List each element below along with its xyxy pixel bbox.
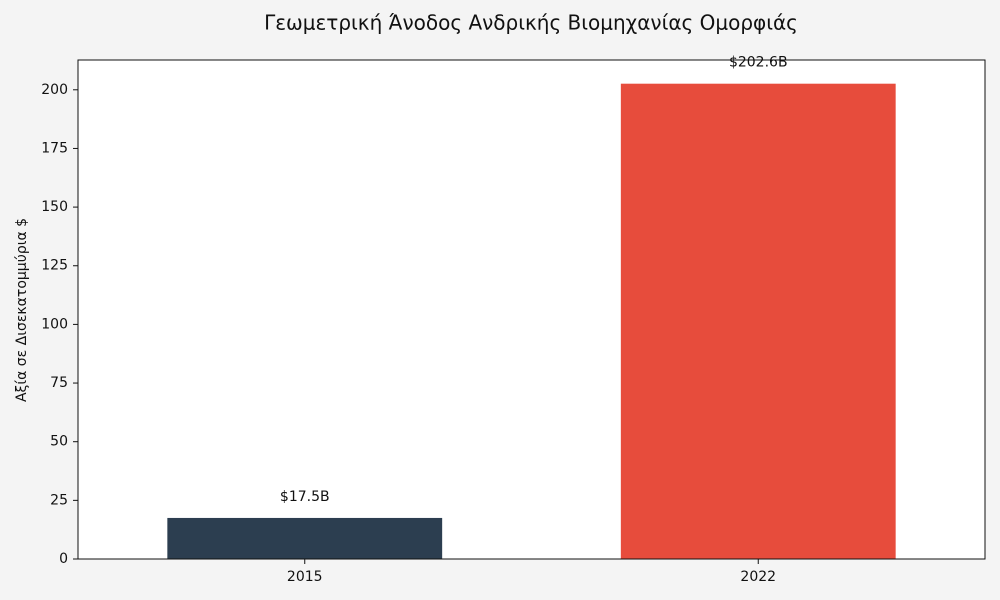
y-tick-label: 150 <box>41 199 68 215</box>
y-tick-label: 100 <box>41 316 68 332</box>
bar <box>167 517 443 559</box>
y-tick-label: 50 <box>50 434 68 450</box>
y-tick-label: 200 <box>41 82 68 98</box>
plot-frame <box>77 59 986 560</box>
x-tick-label: 2022 <box>740 569 776 585</box>
y-tick-label: 125 <box>41 258 68 274</box>
y-axis-label: Αξία σε Δισεκατομμύρια $ <box>14 218 30 402</box>
chart-title: Γεωμετρική Άνοδος Ανδρικής Βιομηχανίας Ο… <box>264 11 798 35</box>
y-tick-label: 175 <box>41 140 68 156</box>
value-label: $202.6B <box>729 55 788 71</box>
bar <box>620 83 896 559</box>
y-tick-label: 25 <box>50 492 68 508</box>
y-tick-label: 0 <box>59 551 68 567</box>
x-tick-label: 2015 <box>287 569 323 585</box>
value-label: $17.5B <box>280 489 330 505</box>
y-tick-label: 75 <box>50 375 68 391</box>
